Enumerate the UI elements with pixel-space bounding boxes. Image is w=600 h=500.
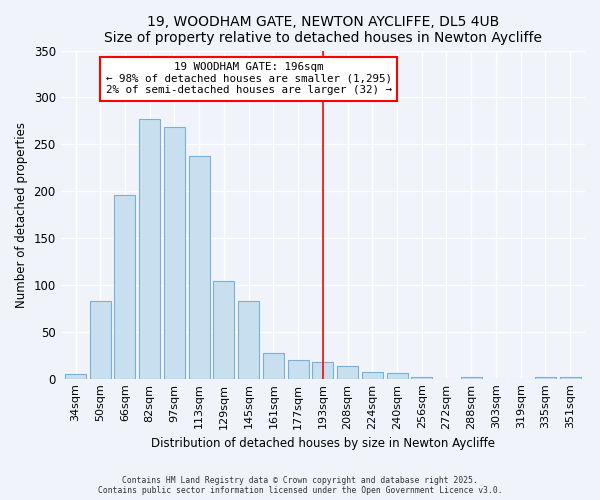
Bar <box>386 373 407 378</box>
Title: 19, WOODHAM GATE, NEWTON AYCLIFFE, DL5 4UB
Size of property relative to detached: 19, WOODHAM GATE, NEWTON AYCLIFFE, DL5 4… <box>104 15 542 45</box>
Bar <box>313 362 334 378</box>
Bar <box>337 366 358 378</box>
Bar <box>188 156 209 378</box>
Bar <box>115 195 136 378</box>
Text: Contains HM Land Registry data © Crown copyright and database right 2025.
Contai: Contains HM Land Registry data © Crown c… <box>98 476 502 495</box>
Bar <box>238 301 259 378</box>
X-axis label: Distribution of detached houses by size in Newton Aycliffe: Distribution of detached houses by size … <box>151 437 495 450</box>
Bar <box>263 354 284 378</box>
Y-axis label: Number of detached properties: Number of detached properties <box>15 122 28 308</box>
Bar <box>139 119 160 378</box>
Bar <box>560 377 581 378</box>
Bar <box>214 281 235 378</box>
Bar <box>287 360 308 378</box>
Bar <box>411 377 432 378</box>
Bar <box>535 377 556 378</box>
Bar <box>461 377 482 378</box>
Bar <box>65 374 86 378</box>
Text: 19 WOODHAM GATE: 196sqm
← 98% of detached houses are smaller (1,295)
2% of semi-: 19 WOODHAM GATE: 196sqm ← 98% of detache… <box>106 62 392 96</box>
Bar <box>90 301 111 378</box>
Bar <box>362 372 383 378</box>
Bar <box>164 128 185 378</box>
